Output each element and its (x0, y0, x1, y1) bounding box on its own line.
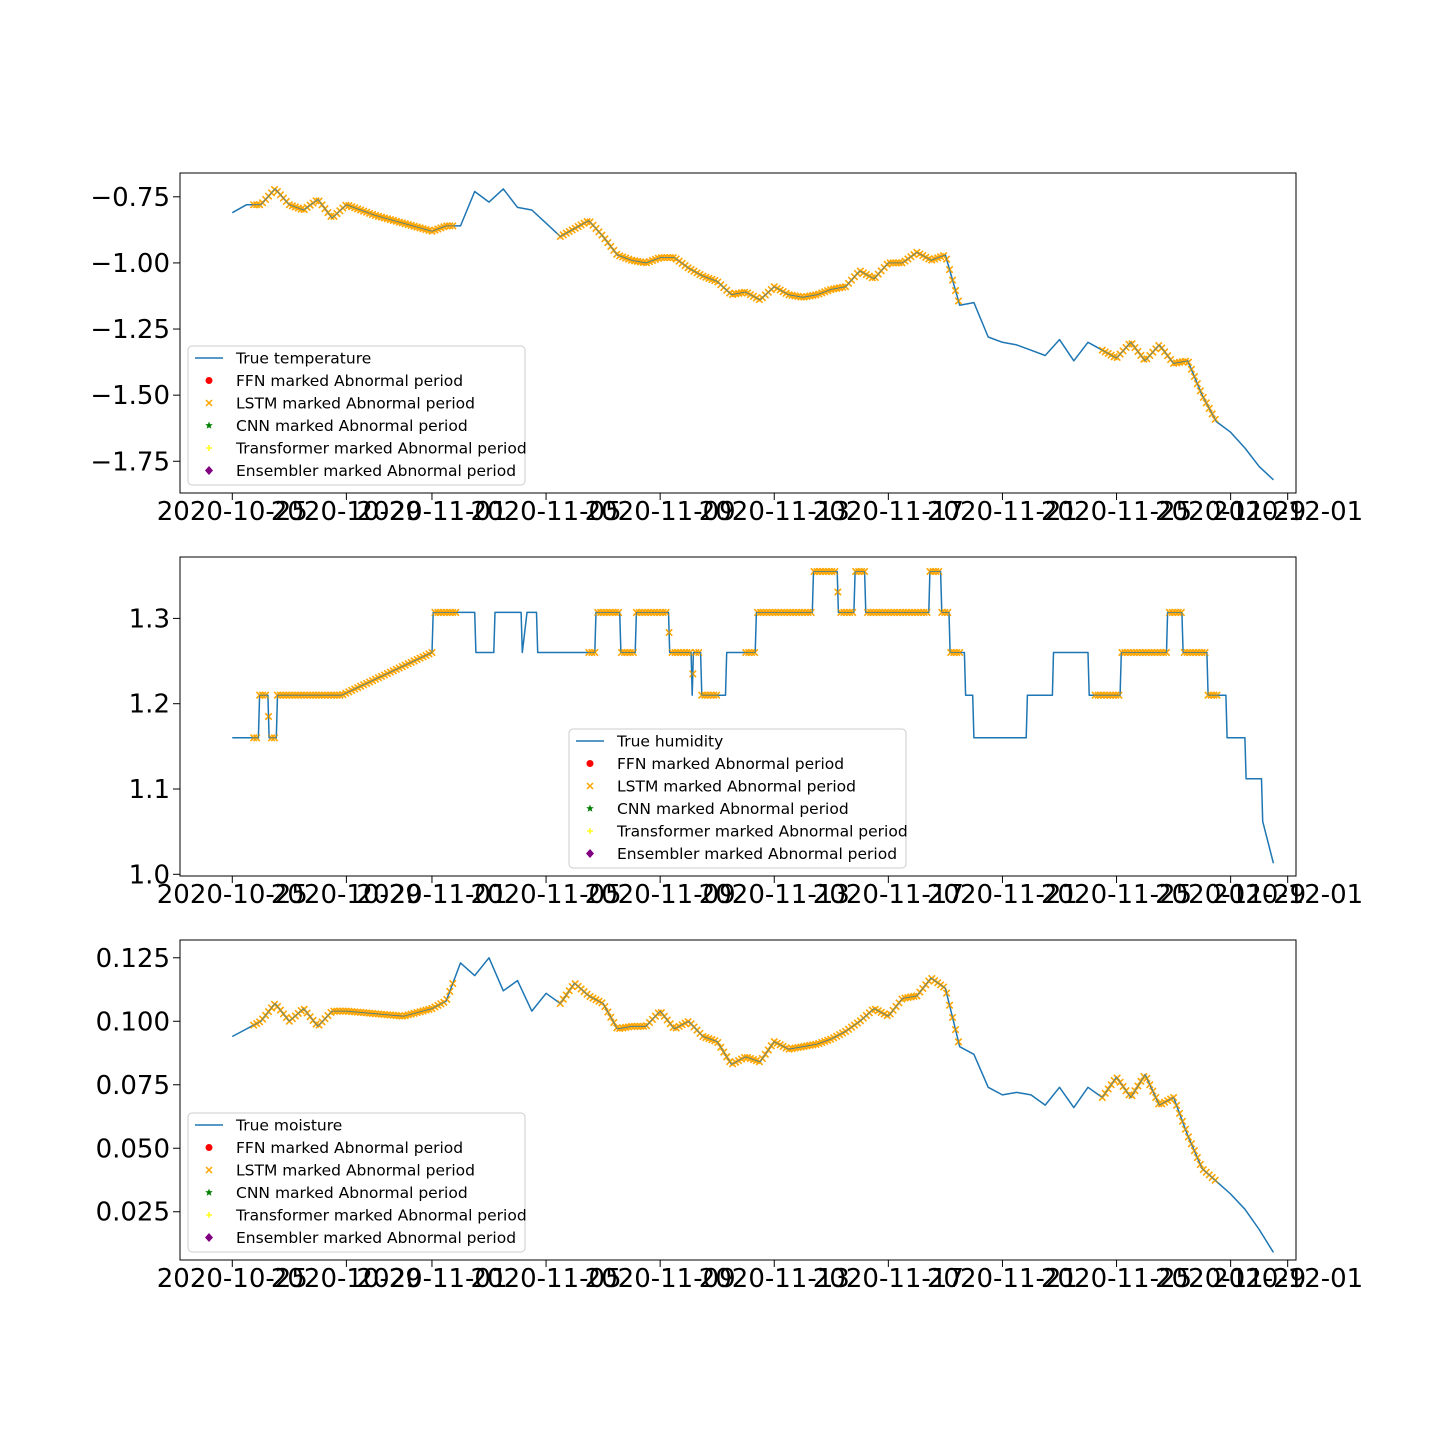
y-tick-label: 1.1 (129, 775, 170, 805)
x-tick-label: 2020-11-29 (1155, 497, 1306, 527)
y-tick-label: −1.75 (90, 447, 170, 477)
legend-label: LSTM marked Abnormal period (236, 395, 475, 413)
legend: True humidity FFN marked Abnormal period L… (568, 728, 908, 869)
legend: True temperature FFN marked Abnormal peri… (187, 345, 527, 486)
x-tick-label: 2020-11-17 (813, 880, 964, 910)
y-tick-label: 1.3 (129, 604, 170, 634)
legend-label: CNN marked Abnormal period (617, 800, 849, 818)
transformer-plus-marker (587, 828, 593, 834)
legend-label: LSTM marked Abnormal period (617, 778, 856, 796)
x-tick-label: 2020-11-21 (927, 880, 1078, 910)
legend-label: LSTM marked Abnormal period (236, 1162, 475, 1180)
legend-label: Transformer marked Abnormal period (235, 440, 527, 458)
transformer-plus-marker (206, 1212, 212, 1218)
x-tick-label: 2020-11-29 (1155, 880, 1306, 910)
y-tick-label: −1.50 (90, 381, 170, 411)
legend-label: Ensembler marked Abnormal period (617, 845, 897, 863)
x-tick-label: 2020-10-29 (271, 880, 422, 910)
legend-label: True humidity (616, 733, 723, 751)
x-tick-label: 2020-12-01 (1212, 497, 1363, 527)
ffn-dot-marker (205, 377, 213, 384)
ffn-dot-marker (205, 1144, 213, 1151)
legend-label: Ensembler marked Abnormal period (236, 462, 516, 480)
ensembler-diamond-marker (586, 849, 594, 858)
legend-label: FFN marked Abnormal period (236, 1139, 463, 1157)
moisture-subplot: 0.1250.1000.0750.0500.0252020-10-252020-… (96, 939, 1363, 1294)
transformer-plus-marker (206, 445, 212, 451)
x-tick-label: 2020-11-25 (1041, 1264, 1192, 1294)
y-tick-label: 0.025 (96, 1198, 170, 1228)
y-tick-label: 0.050 (96, 1134, 170, 1164)
lstm-x-marker (205, 399, 213, 407)
x-tick-label: 2020-11-29 (1155, 1264, 1306, 1294)
legend-label: Transformer marked Abnormal period (235, 1207, 527, 1225)
x-tick-label: 2020-11-21 (927, 1264, 1078, 1294)
legend-label: FFN marked Abnormal period (617, 755, 844, 773)
legend-box (187, 345, 526, 486)
x-tick-label: 2020-11-13 (699, 880, 850, 910)
x-tick-label: 2020-11-09 (585, 1264, 736, 1294)
x-tick-label: 2020-11-09 (585, 880, 736, 910)
legend-label: True moisture (235, 1117, 342, 1135)
true-series-line-overlay (232, 571, 1274, 864)
cnn-star-marker (586, 804, 594, 812)
cnn-star-marker (205, 421, 213, 429)
ensembler-diamond-marker (205, 1233, 213, 1242)
x-tick-label: 2020-10-25 (157, 497, 308, 527)
x-tick-label: 2020-10-29 (271, 1264, 422, 1294)
y-tick-label: 1.2 (129, 690, 170, 720)
true-series-line-overlay (232, 188, 1274, 481)
x-tick-label: 2020-10-25 (157, 1264, 308, 1294)
x-tick-label: 2020-11-21 (927, 497, 1078, 527)
x-tick-label: 2020-11-13 (699, 1264, 850, 1294)
y-tick-label: 0.075 (96, 1071, 170, 1101)
y-tick-label: 0.125 (96, 944, 170, 974)
x-tick-label: 2020-11-01 (356, 1264, 507, 1294)
legend-label: True temperature (235, 350, 371, 368)
legend-label: FFN marked Abnormal period (236, 372, 463, 390)
x-tick-label: 2020-10-29 (271, 497, 422, 527)
y-tick-label: −0.75 (90, 183, 170, 213)
lstm-x-marker (586, 782, 594, 790)
true-series-line-overlay (232, 957, 1274, 1253)
x-tick-label: 2020-11-17 (813, 1264, 964, 1294)
y-tick-label: 0.100 (96, 1007, 170, 1037)
y-tick-label: −1.25 (90, 315, 170, 345)
x-tick-label: 2020-11-01 (356, 497, 507, 527)
x-tick-label: 2020-11-09 (585, 497, 736, 527)
x-tick-label: 2020-12-01 (1212, 1264, 1363, 1294)
legend-label: CNN marked Abnormal period (236, 417, 468, 435)
y-tick-label: −1.00 (90, 249, 170, 279)
temperature-subplot: −0.75−1.00−1.25−1.50−1.752020-10-252020-… (90, 172, 1363, 527)
x-tick-label: 2020-11-25 (1041, 497, 1192, 527)
lstm-x-marker (205, 1166, 213, 1174)
x-tick-label: 2020-10-25 (157, 880, 308, 910)
x-tick-label: 2020-11-05 (471, 880, 622, 910)
legend: True moisture FFN marked Abnormal period L… (187, 1112, 527, 1253)
ffn-dot-marker (586, 760, 594, 767)
y-tick-label: 1.0 (129, 860, 170, 890)
x-tick-label: 2020-11-25 (1041, 880, 1192, 910)
x-tick-label: 2020-11-01 (356, 880, 507, 910)
x-tick-label: 2020-11-17 (813, 497, 964, 527)
humidity-subplot: 1.31.21.11.02020-10-252020-10-292020-11-… (129, 556, 1363, 910)
legend-label: CNN marked Abnormal period (236, 1184, 468, 1202)
x-tick-label: 2020-12-01 (1212, 880, 1363, 910)
x-tick-label: 2020-11-13 (699, 497, 850, 527)
cnn-star-marker (205, 1188, 213, 1196)
legend-label: Transformer marked Abnormal period (616, 823, 908, 841)
x-tick-label: 2020-11-05 (471, 1264, 622, 1294)
ensembler-diamond-marker (205, 466, 213, 475)
x-tick-label: 2020-11-05 (471, 497, 622, 527)
legend-box (187, 1112, 526, 1253)
legend-label: Ensembler marked Abnormal period (236, 1229, 516, 1247)
legend-box (568, 728, 907, 869)
